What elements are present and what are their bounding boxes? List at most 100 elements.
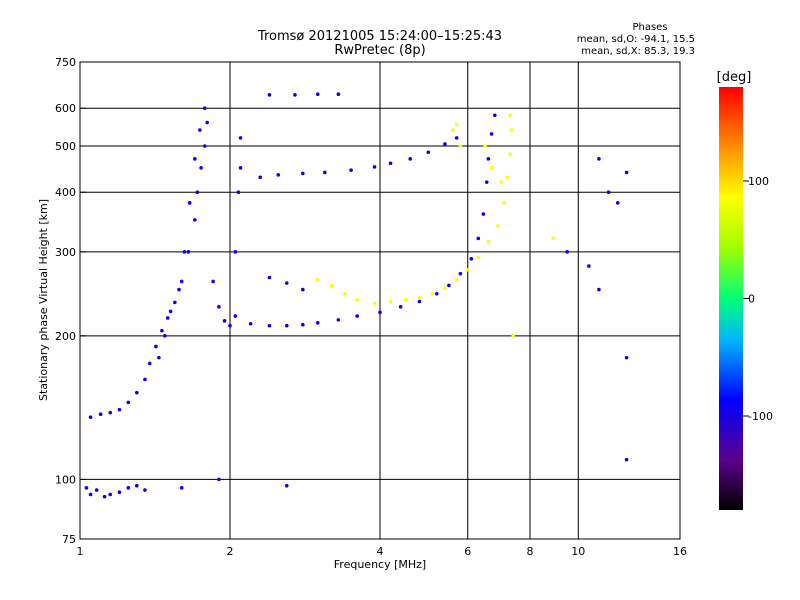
data-point xyxy=(267,93,272,97)
data-point xyxy=(624,355,629,360)
colorbar xyxy=(719,87,743,510)
data-point xyxy=(372,165,377,169)
data-point xyxy=(388,299,393,304)
data-point xyxy=(301,287,305,292)
data-point xyxy=(222,319,227,323)
y-tick-label: 200 xyxy=(55,330,76,343)
data-point xyxy=(481,212,486,216)
data-point xyxy=(417,296,422,300)
data-point xyxy=(486,239,491,244)
data-point xyxy=(454,122,459,127)
data-point xyxy=(508,113,512,118)
data-point xyxy=(108,492,113,497)
data-point xyxy=(88,492,93,497)
data-point xyxy=(193,157,197,161)
data-point xyxy=(624,457,629,462)
y-tick-label: 300 xyxy=(55,246,76,259)
x-tick-label: 6 xyxy=(464,545,471,558)
data-point xyxy=(465,268,470,272)
y-tick-label: 750 xyxy=(55,56,76,69)
data-point xyxy=(117,490,122,495)
data-point xyxy=(284,483,289,488)
data-point xyxy=(301,171,305,176)
data-point xyxy=(126,486,131,490)
colorbar-label: [deg] xyxy=(717,70,752,85)
data-point xyxy=(355,297,359,302)
data-point xyxy=(489,166,494,170)
x-tick-label: 2 xyxy=(227,545,234,558)
data-point xyxy=(205,120,209,125)
data-point xyxy=(508,152,512,157)
data-point xyxy=(587,264,591,268)
data-point xyxy=(84,486,89,490)
data-point xyxy=(293,93,297,97)
data-point xyxy=(615,201,620,205)
data-point xyxy=(509,128,514,132)
chart-title: Tromsø 20121005 15:24:00–15:25:43 xyxy=(257,29,502,44)
data-point xyxy=(284,281,289,285)
y-tick-label: 400 xyxy=(55,186,76,199)
data-point xyxy=(323,170,327,175)
data-point xyxy=(173,300,177,305)
data-point xyxy=(168,309,173,314)
x-tick-label: 4 xyxy=(377,545,384,558)
colorbar-tick-label: -100 xyxy=(748,410,773,423)
data-point xyxy=(154,344,158,349)
data-point xyxy=(458,271,463,276)
data-point xyxy=(126,400,131,405)
data-point xyxy=(228,323,232,328)
data-point xyxy=(496,224,500,228)
data-point xyxy=(108,410,113,415)
data-point xyxy=(343,291,347,296)
data-point xyxy=(349,168,353,172)
data-point xyxy=(443,142,447,146)
data-point xyxy=(336,92,341,97)
data-point xyxy=(430,291,435,296)
data-point xyxy=(597,287,601,292)
data-point xyxy=(163,334,167,338)
data-point xyxy=(94,488,99,492)
data-point xyxy=(499,180,503,184)
data-point xyxy=(284,323,289,328)
colorbar-tick-label: 0 xyxy=(748,293,755,306)
data-point xyxy=(315,278,320,282)
data-point xyxy=(447,283,451,288)
data-point xyxy=(483,144,487,148)
data-point xyxy=(199,166,203,170)
data-point xyxy=(147,361,152,366)
data-point xyxy=(458,144,463,148)
data-point xyxy=(355,314,359,318)
data-point xyxy=(233,250,238,254)
x-tick-label: 8 xyxy=(527,545,534,558)
data-point xyxy=(301,322,305,327)
data-point xyxy=(551,236,555,241)
data-point xyxy=(315,92,320,97)
data-point xyxy=(217,477,221,482)
data-point xyxy=(233,314,238,318)
data-point xyxy=(143,488,147,492)
y-axis-ticks: 75 100 200 300 400 500 600 750 xyxy=(55,56,86,546)
data-point xyxy=(398,305,403,309)
x-axis-ticks: 1 2 4 6 8 10 16 xyxy=(77,545,688,558)
data-point xyxy=(336,318,341,322)
data-point xyxy=(469,257,474,261)
data-point xyxy=(98,412,103,416)
data-point xyxy=(624,170,629,175)
y-tick-label: 100 xyxy=(55,473,76,486)
data-point xyxy=(88,415,93,420)
data-point xyxy=(403,297,408,302)
data-point xyxy=(202,106,207,111)
colorbar-ticks: 100 0 -100 xyxy=(743,175,773,423)
data-point xyxy=(476,255,481,260)
y-tick-label: 500 xyxy=(55,140,76,153)
data-point xyxy=(182,250,187,254)
data-point xyxy=(505,175,509,180)
data-point xyxy=(408,157,413,161)
data-point xyxy=(511,334,515,338)
data-point xyxy=(165,316,170,320)
chart-subtitle: RwPretec (8p) xyxy=(334,43,425,58)
data-point xyxy=(267,323,272,328)
data-point xyxy=(434,291,439,296)
data-point xyxy=(378,310,382,315)
grid xyxy=(80,62,680,539)
